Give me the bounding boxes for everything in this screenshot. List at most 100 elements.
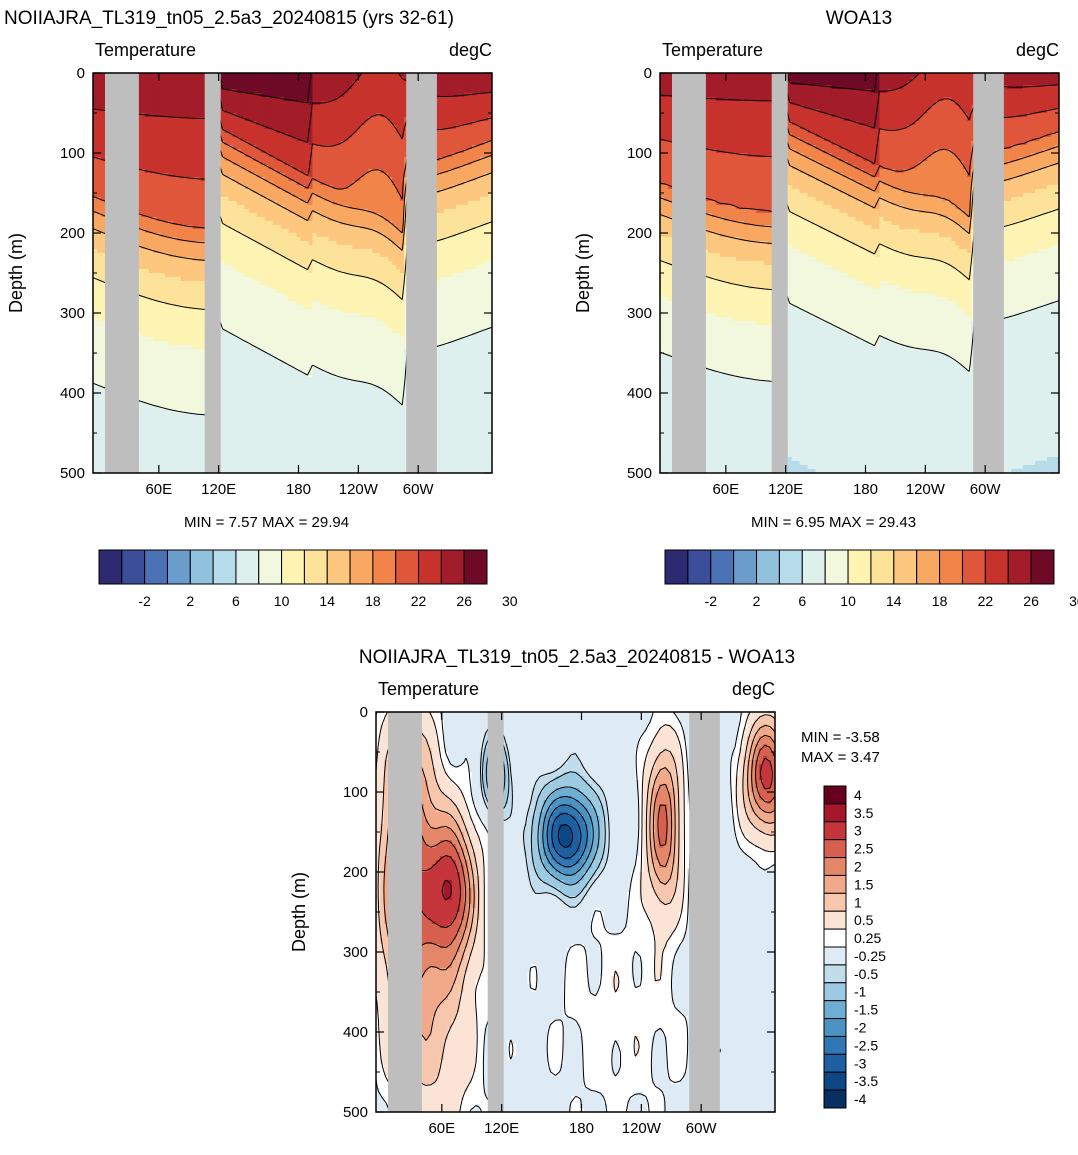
field-cell	[180, 149, 186, 154]
field-cell	[460, 193, 465, 198]
field-cell	[156, 261, 162, 266]
field-cell	[168, 133, 174, 138]
field-cell	[328, 137, 333, 142]
field-cell	[480, 249, 485, 254]
field-cell	[184, 125, 190, 130]
field-cell	[304, 237, 310, 242]
field-cell	[440, 209, 445, 214]
field-cell	[176, 265, 182, 270]
field-cell	[272, 73, 278, 78]
field-cell	[472, 245, 477, 250]
field-cell	[232, 185, 238, 190]
field-cell	[248, 165, 254, 170]
field-cell	[484, 229, 489, 234]
field-cell	[152, 265, 158, 270]
field-cell	[356, 81, 361, 86]
field-cell	[488, 165, 492, 170]
field-cell	[460, 97, 465, 102]
field-cell	[196, 165, 202, 170]
field-cell	[180, 145, 186, 150]
field-cell	[160, 141, 166, 146]
field-cell	[324, 141, 330, 146]
field-cell	[244, 157, 250, 162]
field-cell	[96, 253, 102, 258]
field-cell	[476, 129, 481, 134]
field-cell	[396, 149, 401, 154]
field-cell	[332, 221, 337, 226]
field-cell	[376, 85, 381, 90]
field-cell	[224, 73, 230, 78]
field-cell	[464, 89, 469, 94]
field-cell	[184, 117, 190, 122]
field-cell	[372, 261, 377, 266]
field-cell	[240, 161, 246, 166]
field-cell	[340, 157, 345, 162]
field-cell	[340, 149, 345, 154]
field-cell	[324, 245, 330, 250]
field-cell	[280, 185, 286, 190]
field-cell	[184, 269, 190, 274]
field-cell	[276, 125, 282, 130]
field-cell	[300, 89, 306, 94]
field-cell	[476, 173, 481, 178]
field-cell	[452, 113, 457, 118]
field-cell	[96, 185, 102, 190]
field-cell	[296, 217, 302, 222]
field-cell	[468, 189, 473, 194]
field-cell	[480, 141, 485, 146]
field-cell	[380, 129, 385, 134]
field-cell	[280, 225, 286, 230]
field-cell	[352, 97, 357, 102]
field-cell	[164, 209, 170, 214]
field-cell	[152, 233, 158, 238]
field-cell	[220, 145, 226, 150]
field-cell	[160, 241, 166, 246]
field-cell	[100, 225, 106, 230]
field-cell	[136, 117, 142, 122]
field-cell	[352, 221, 357, 226]
field-cell	[280, 265, 286, 270]
field-cell	[296, 253, 302, 258]
field-cell	[308, 253, 314, 258]
field-cell	[348, 217, 353, 222]
field-cell	[360, 113, 365, 118]
field-cell	[144, 233, 150, 238]
field-cell	[464, 177, 469, 182]
field-cell	[176, 77, 182, 82]
field-cell	[476, 81, 481, 86]
field-cell	[148, 233, 154, 238]
field-cell	[236, 257, 242, 262]
field-cell	[296, 109, 302, 114]
field-cell	[444, 85, 449, 90]
field-cell	[384, 217, 389, 222]
field-cell	[452, 157, 457, 162]
field-cell	[380, 117, 385, 122]
field-cell	[264, 237, 270, 242]
field-cell	[220, 169, 226, 174]
field-cell	[300, 73, 306, 78]
field-cell	[352, 201, 357, 206]
field-cell	[324, 161, 330, 166]
field-cell	[224, 81, 230, 86]
field-cell	[180, 121, 186, 126]
field-cell	[332, 117, 337, 122]
field-cell	[176, 157, 182, 162]
field-cell	[248, 185, 254, 190]
field-cell	[484, 149, 489, 154]
field-cell	[188, 209, 194, 214]
field-cell	[156, 197, 162, 202]
field-cell	[152, 193, 158, 198]
field-cell	[344, 241, 349, 246]
field-cell	[160, 213, 166, 218]
field-cell	[148, 129, 154, 134]
field-cell	[248, 85, 254, 90]
field-cell	[456, 129, 461, 134]
field-cell	[93, 217, 98, 222]
field-cell	[280, 113, 286, 118]
field-cell	[196, 97, 202, 102]
field-cell	[176, 213, 182, 218]
field-cell	[380, 269, 385, 274]
field-cell	[176, 153, 182, 158]
field-cell	[220, 249, 226, 254]
field-cell	[336, 169, 341, 174]
